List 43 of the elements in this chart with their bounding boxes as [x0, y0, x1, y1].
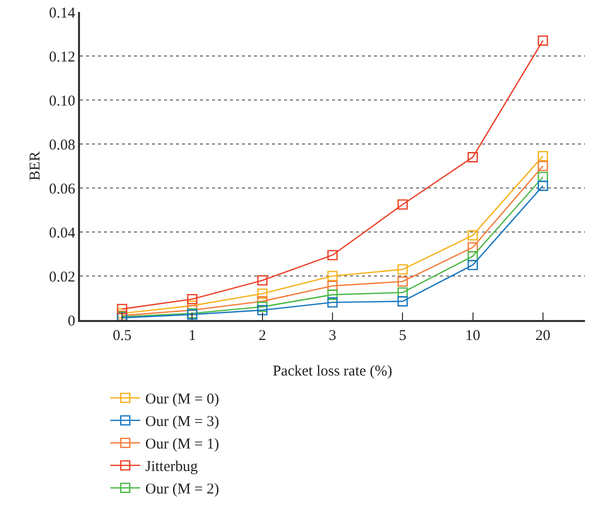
point [468, 152, 478, 162]
legend-label: Our (M = 1) [145, 436, 220, 453]
point [538, 35, 548, 46]
point [257, 304, 268, 316]
legend-label: Our (M = 2) [145, 482, 220, 498]
point [538, 160, 548, 172]
legend-label: Our (M = 3) [145, 414, 220, 430]
point [538, 150, 548, 162]
x-tick-label: 0.5 [112, 328, 132, 344]
point [397, 296, 408, 306]
legend-label: Our (M = 0) [145, 392, 220, 408]
x-tick-label: 3 [328, 328, 336, 344]
point [468, 260, 478, 270]
legend-label: Jitterbug [145, 459, 198, 476]
y-axis-title: BER [28, 151, 44, 181]
y-tick-label: 0.02 [49, 269, 76, 286]
point [327, 290, 338, 300]
point [468, 230, 478, 240]
point [327, 270, 338, 282]
point [397, 264, 408, 275]
x-tick-label: 5 [398, 328, 406, 344]
point [538, 180, 548, 191]
y-tick-label: 0.10 [49, 93, 76, 110]
y-tick-label: 0.12 [49, 49, 76, 66]
x-axis-title: Packet loss rate (%) [272, 364, 392, 380]
point [327, 250, 338, 260]
y-tick-label: 0.04 [49, 225, 76, 242]
point [397, 276, 408, 287]
y-tick-label: 0.08 [49, 137, 76, 154]
y-tick-label: 0 [68, 313, 76, 330]
point [327, 297, 338, 308]
point [257, 288, 268, 299]
y-tick-label: 0.14 [49, 5, 76, 22]
point [257, 275, 268, 286]
point [468, 251, 478, 262]
x-tick-label: 20 [535, 328, 550, 344]
point [397, 199, 408, 210]
x-tick-label: 2 [258, 328, 266, 344]
point [116, 304, 128, 314]
point [187, 294, 198, 304]
x-tick-label: 10 [465, 328, 480, 344]
y-tick-label: 0.06 [49, 181, 76, 198]
x-tick-label: 1 [188, 328, 196, 344]
